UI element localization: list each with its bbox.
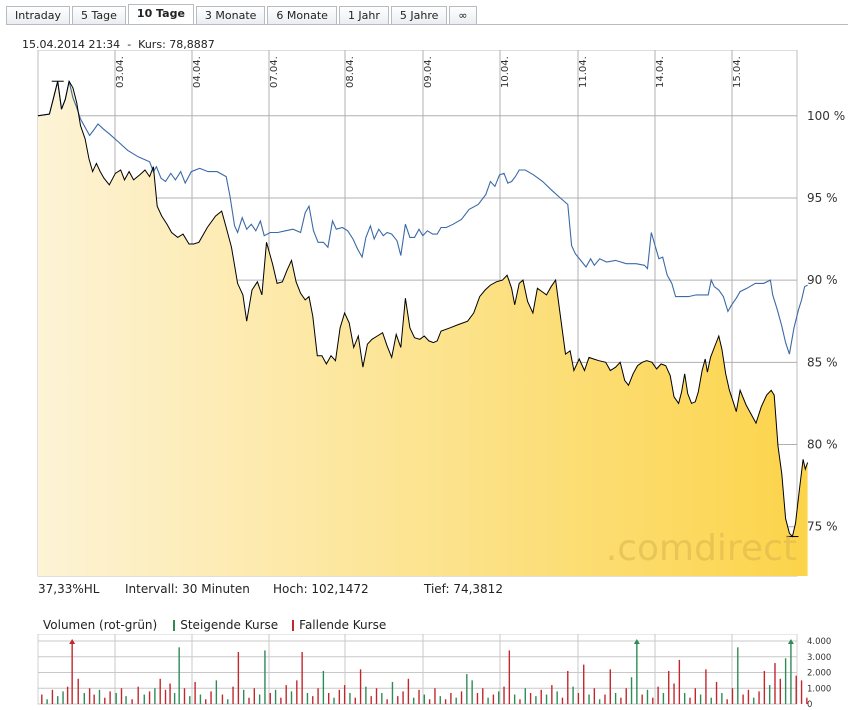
x-tick-label: 11.04. bbox=[578, 56, 589, 88]
comdirect-watermark: .comdirect bbox=[606, 528, 797, 569]
tab-4[interactable]: 6 Monate bbox=[267, 6, 337, 25]
volume-frame bbox=[37, 634, 798, 705]
volume-tick-label: 1.000 bbox=[807, 684, 831, 694]
x-tick-label: 15.04. bbox=[732, 56, 743, 88]
y-tick-label: 85 % bbox=[807, 355, 838, 369]
tab-2[interactable]: 10 Tage bbox=[127, 4, 194, 25]
intervall-label: Intervall: 30 Minuten bbox=[125, 582, 250, 596]
falling-label: Fallende Kurse bbox=[299, 618, 387, 632]
x-tick-label: 08.04. bbox=[345, 56, 356, 88]
low-label: Tief: 74,3812 bbox=[424, 582, 503, 596]
volume-overflow-arrow bbox=[633, 639, 640, 644]
x-tick-label: 03.04. bbox=[115, 56, 126, 88]
quote-header: 15.04.2014 21:34 - Kurs: 78,8887 bbox=[22, 38, 215, 51]
volume-tick-label: 0 bbox=[807, 700, 812, 710]
y-tick-label: 100 % bbox=[807, 109, 845, 123]
tab-underline bbox=[6, 24, 848, 25]
tab-7[interactable]: ∞ bbox=[449, 6, 477, 25]
y-tick-label: 75 % bbox=[807, 520, 838, 534]
volume-overflow-arrow bbox=[787, 639, 794, 644]
volume-tick-label: 2.000 bbox=[807, 669, 831, 679]
y-tick-label: 80 % bbox=[807, 438, 838, 452]
volume-tick-label: 3.000 bbox=[807, 653, 831, 663]
x-tick-label: 14.04. bbox=[655, 56, 666, 88]
y-tick-label: 90 % bbox=[807, 273, 838, 287]
price-chart: 03.04. 04.04. 07.04. 08.04. 09.04. 10.04. 11.0… bbox=[37, 50, 845, 577]
x-tick-label: 10.04. bbox=[500, 56, 511, 88]
volume-legend: Volumen (rot-grün) Steigende Kurse Falle… bbox=[43, 618, 386, 632]
volume-overflow-arrow bbox=[69, 639, 76, 644]
quote-separator: - bbox=[127, 38, 132, 51]
rising-marker bbox=[173, 619, 176, 631]
benchmark-line bbox=[37, 81, 808, 355]
high-label: Hoch: 102,1472 bbox=[273, 582, 369, 596]
range-tabs: Intraday 5 Tage 10 Tage 3 Monate 6 Monate 1 J… bbox=[6, 4, 479, 25]
price-area-fill bbox=[38, 81, 808, 576]
price-line bbox=[37, 79, 809, 538]
quote-date: 15.04.2014 21:34 bbox=[22, 38, 121, 51]
volume-title: Volumen (rot-grün) bbox=[43, 618, 158, 632]
volume-tick-label: 4.000 bbox=[807, 637, 831, 647]
x-tick-label: 09.04. bbox=[423, 56, 434, 88]
x-tick-label: 04.04. bbox=[192, 56, 203, 88]
tab-6[interactable]: 5 Jahre bbox=[390, 6, 448, 25]
tab-1[interactable]: 5 Tage bbox=[72, 6, 126, 25]
tab-3[interactable]: 3 Monate bbox=[195, 6, 266, 25]
tab-0[interactable]: Intraday bbox=[6, 6, 71, 25]
falling-marker bbox=[292, 619, 295, 631]
tab-5[interactable]: 1 Jahr bbox=[338, 6, 389, 25]
y-tick-label: 95 % bbox=[807, 191, 838, 205]
x-tick-label: 07.04. bbox=[269, 56, 280, 88]
rising-label: Steigende Kurse bbox=[180, 618, 279, 632]
volume-chart: 4.000 3.000 2.000 1.000 0 bbox=[37, 634, 831, 710]
hl-ratio: 37,33%HL bbox=[38, 582, 100, 596]
quote-kurs: Kurs: 78,8887 bbox=[138, 38, 215, 51]
